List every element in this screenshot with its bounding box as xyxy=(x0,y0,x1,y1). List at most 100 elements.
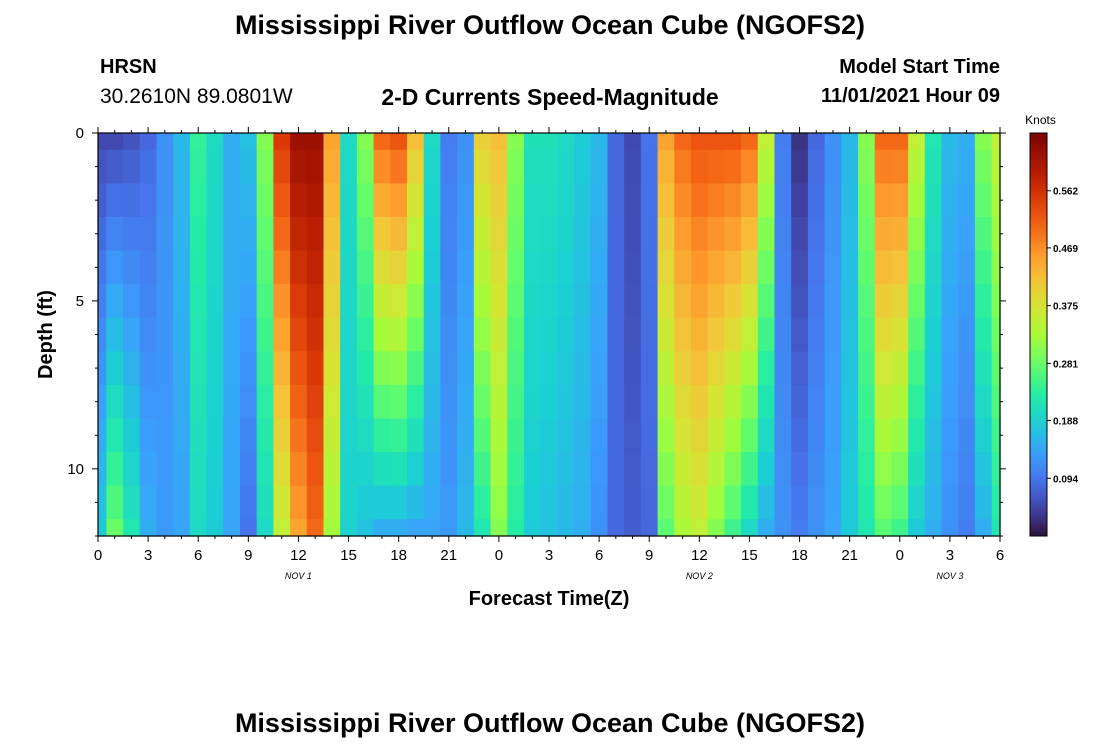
heatmap-cell xyxy=(98,149,107,184)
heatmap-cell xyxy=(908,452,926,487)
heatmap-cell xyxy=(306,485,325,520)
heatmap-cell xyxy=(540,250,558,285)
chart-subtitle: 2-D Currents Speed-Magnitude xyxy=(381,84,719,110)
heatmap-cell xyxy=(223,519,241,537)
x-tick-label: 12 xyxy=(290,547,307,564)
heatmap-cell xyxy=(156,183,174,218)
heatmap-cell xyxy=(189,317,208,352)
heatmap-cell xyxy=(607,452,625,487)
heatmap-cell xyxy=(974,183,993,218)
heatmap-cell xyxy=(390,519,408,537)
heatmap-cell xyxy=(206,384,224,420)
heatmap-cell xyxy=(874,485,893,520)
heatmap-cell xyxy=(640,284,659,319)
heatmap-cell xyxy=(891,384,909,420)
heatmap-cell xyxy=(574,351,592,386)
heatmap-cell xyxy=(874,418,893,453)
heatmap-cell xyxy=(590,351,609,386)
heatmap-cell xyxy=(724,485,742,520)
heatmap-cell xyxy=(657,384,675,420)
heatmap-cell xyxy=(657,133,675,151)
heatmap-cell xyxy=(390,149,408,184)
heatmap-cell xyxy=(724,452,742,487)
heatmap-cell xyxy=(457,317,475,352)
heatmap-cell xyxy=(256,452,274,487)
heatmap-cell xyxy=(891,317,909,352)
heatmap-cell xyxy=(98,418,107,453)
heatmap-cell xyxy=(908,183,926,218)
heatmap-cell xyxy=(306,418,325,453)
heatmap-cell xyxy=(540,418,558,453)
heatmap-cell xyxy=(557,384,575,420)
heatmap-cell xyxy=(640,250,659,285)
heatmap-cell xyxy=(791,485,809,520)
heatmap-cell xyxy=(974,216,993,252)
heatmap-cell xyxy=(206,149,224,184)
heatmap-cell xyxy=(423,149,442,184)
heatmap-cell xyxy=(607,384,625,420)
colorbar-tick-label: 0.469 xyxy=(1053,244,1078,255)
heatmap-cell xyxy=(741,284,759,319)
heatmap-cell xyxy=(523,183,542,218)
heatmap-cell xyxy=(724,284,742,319)
heatmap-cell xyxy=(841,452,859,487)
heatmap-cell xyxy=(607,351,625,386)
heatmap-cell xyxy=(874,133,893,151)
heatmap-cell xyxy=(273,133,291,151)
heatmap-cell xyxy=(507,418,525,453)
heatmap-cell xyxy=(674,183,692,218)
heatmap-cell xyxy=(156,452,174,487)
heatmap-cell xyxy=(841,317,859,352)
heatmap-cell xyxy=(874,284,893,319)
heatmap-cell xyxy=(991,250,1001,285)
heatmap-cell xyxy=(690,250,709,285)
heatmap-cell xyxy=(306,216,325,252)
heatmap-cell xyxy=(841,149,859,184)
heatmap-cell xyxy=(824,351,842,386)
heatmap-cell xyxy=(523,384,542,420)
heatmap-cell xyxy=(423,216,442,252)
heatmap-cell xyxy=(690,351,709,386)
heatmap-cell xyxy=(423,133,442,151)
heatmap-cell xyxy=(273,452,291,487)
heatmap-cell xyxy=(757,317,776,352)
heatmap-cell xyxy=(824,418,842,453)
heatmap-cell xyxy=(256,351,274,386)
heatmap-cell xyxy=(290,216,308,252)
heatmap-cell xyxy=(239,418,258,453)
heatmap-cell xyxy=(139,149,158,184)
heatmap-cell xyxy=(941,351,959,386)
heatmap-cell xyxy=(490,149,508,184)
heatmap-cell xyxy=(356,351,375,386)
heatmap-cell xyxy=(156,250,174,285)
heatmap-cell xyxy=(807,250,826,285)
x-tick-label: 3 xyxy=(144,547,152,564)
heatmap-cell xyxy=(924,317,943,352)
heatmap-cell xyxy=(423,485,442,520)
heatmap-cell xyxy=(156,216,174,252)
heatmap-cell xyxy=(824,183,842,218)
heatmap-cell xyxy=(741,216,759,252)
heatmap-cell xyxy=(139,384,158,420)
heatmap-cell xyxy=(557,149,575,184)
heatmap-cell xyxy=(624,250,642,285)
heatmap-cell xyxy=(858,284,876,319)
heatmap-cell xyxy=(807,418,826,453)
heatmap-cell xyxy=(707,284,725,319)
x-tick-label: 9 xyxy=(244,547,252,564)
heatmap-cell xyxy=(941,418,959,453)
heatmap-cell xyxy=(98,133,107,151)
heatmap-cell xyxy=(657,183,675,218)
heatmap-cell xyxy=(807,452,826,487)
heatmap-cell xyxy=(674,452,692,487)
x-tick-label: 6 xyxy=(996,547,1004,564)
heatmap-cell xyxy=(807,216,826,252)
heatmap-cell xyxy=(690,418,709,453)
heatmap-cell xyxy=(173,149,191,184)
heatmap-cell xyxy=(908,216,926,252)
heatmap-cell xyxy=(457,284,475,319)
heatmap-cell xyxy=(707,519,725,537)
heatmap-cell xyxy=(958,452,976,487)
x-tick-label: 21 xyxy=(841,547,858,564)
heatmap-cell xyxy=(223,351,241,386)
